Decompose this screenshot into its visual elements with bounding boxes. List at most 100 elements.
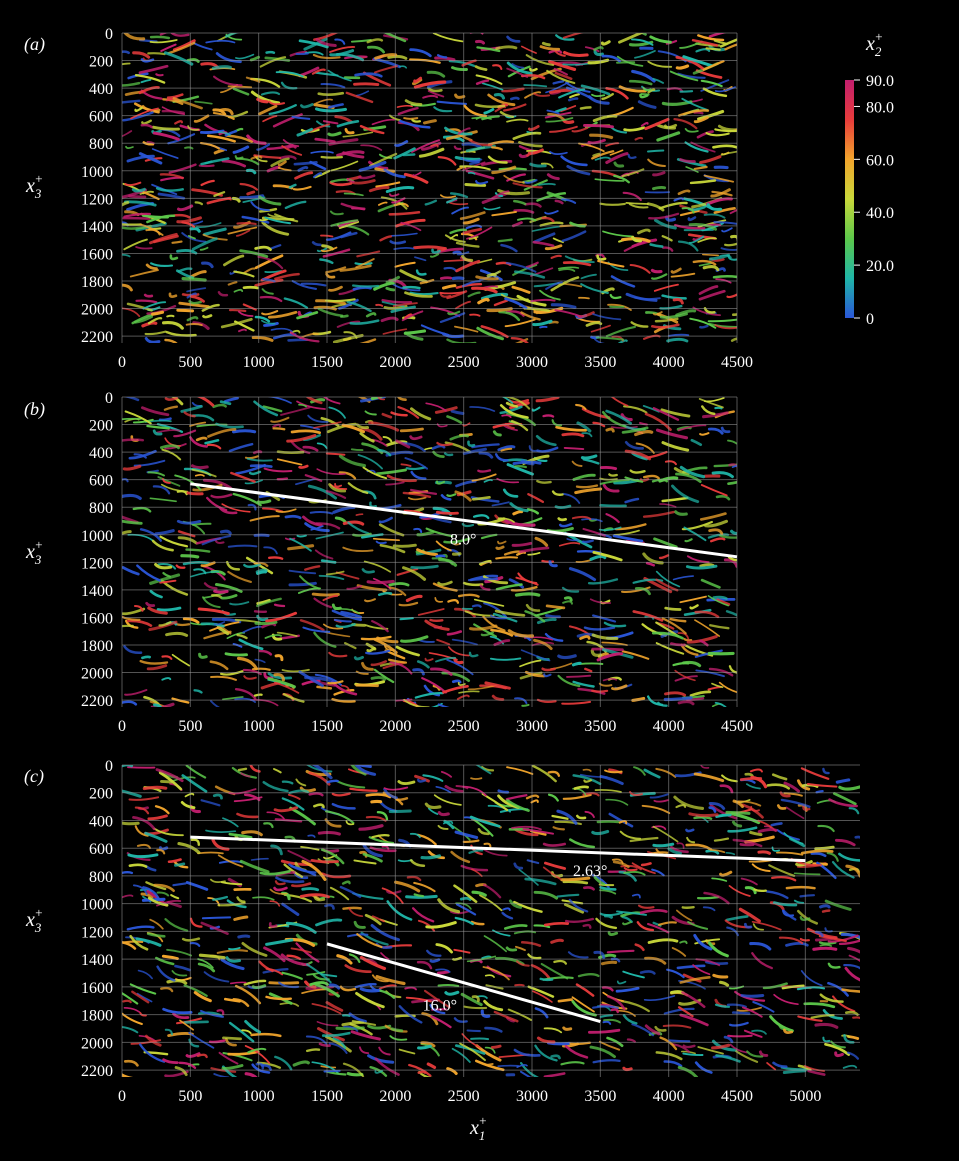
vortex-structure bbox=[677, 700, 695, 706]
vortex-structure bbox=[243, 267, 256, 275]
vortex-structure bbox=[576, 421, 592, 433]
vortex-structure bbox=[714, 406, 723, 410]
vortex-structure bbox=[693, 165, 708, 170]
vortex-structure bbox=[415, 269, 427, 276]
vortex-structure bbox=[776, 829, 800, 841]
vortex-structure bbox=[563, 596, 573, 602]
vortex-structure bbox=[625, 202, 649, 205]
vortex-structure bbox=[343, 1025, 359, 1032]
vortex-structure bbox=[681, 207, 695, 214]
vortex-structure bbox=[214, 582, 243, 593]
vortex-structure bbox=[440, 494, 452, 501]
vortex-structure bbox=[493, 1010, 519, 1023]
vortex-structure bbox=[575, 403, 587, 411]
vortex-structure bbox=[405, 894, 438, 899]
y-tick-label: 2000 bbox=[81, 1035, 113, 1052]
vortex-structure bbox=[296, 311, 319, 320]
vortex-structure bbox=[730, 529, 737, 536]
vortex-structure bbox=[592, 114, 618, 123]
vortex-structure bbox=[621, 586, 651, 593]
vortex-structure bbox=[477, 297, 490, 305]
vortex-structure bbox=[514, 338, 529, 343]
vortex-structure bbox=[161, 448, 182, 461]
vortex-structure bbox=[176, 519, 202, 525]
vortex-structure bbox=[715, 494, 731, 501]
vortex-structure bbox=[134, 73, 166, 84]
vortex-structure bbox=[674, 510, 688, 516]
vortex-structure bbox=[453, 145, 462, 150]
x-tick-label: 2500 bbox=[448, 718, 480, 735]
vortex-structure bbox=[349, 787, 378, 792]
vortex-structure bbox=[817, 824, 835, 833]
vortex-structure bbox=[592, 152, 601, 157]
vortex-structure bbox=[832, 792, 857, 806]
vortex-structure bbox=[454, 916, 474, 926]
colorbar-tick-label: 80.0 bbox=[866, 99, 894, 116]
vortex-structure bbox=[122, 417, 142, 421]
vortex-structure bbox=[536, 1036, 556, 1044]
vortex-structure bbox=[299, 619, 325, 632]
vortex-structure bbox=[499, 404, 529, 419]
vortex-structure bbox=[253, 561, 269, 567]
y-tick-label: 200 bbox=[89, 54, 113, 71]
vortex-structure bbox=[737, 800, 762, 807]
vortex-structure bbox=[751, 920, 782, 931]
vortex-structure bbox=[235, 53, 255, 60]
vortex-structure bbox=[659, 312, 688, 319]
vortex-structure bbox=[320, 1065, 337, 1069]
vortex-structure bbox=[483, 935, 507, 953]
vortex-structure bbox=[655, 642, 685, 655]
vortex-structure bbox=[358, 824, 384, 831]
vortex-structure bbox=[185, 1052, 201, 1058]
vortex-structure bbox=[679, 158, 696, 163]
vortex-structure bbox=[131, 187, 146, 193]
vortex-structure bbox=[290, 429, 321, 435]
x-tick-label: 1000 bbox=[243, 718, 275, 735]
vortex-structure bbox=[402, 285, 421, 290]
vortex-structure bbox=[601, 410, 627, 428]
vortex-structure bbox=[371, 834, 390, 839]
vortex-structure bbox=[122, 519, 143, 525]
vortex-structure bbox=[624, 440, 644, 450]
vortex-structure bbox=[423, 684, 441, 697]
vortex-structure bbox=[693, 816, 713, 820]
vortex-structure bbox=[264, 216, 292, 225]
vortex-structure bbox=[566, 538, 579, 542]
vortex-structure bbox=[436, 100, 468, 105]
vortex-structure bbox=[261, 288, 274, 295]
vortex-structure bbox=[527, 953, 542, 960]
vortex-structure bbox=[700, 79, 723, 88]
fit-line-angle-label: 16.0° bbox=[423, 997, 457, 1014]
vortex-structure bbox=[146, 932, 166, 938]
vortex-structure bbox=[571, 661, 582, 667]
vortex-structure bbox=[453, 1017, 468, 1023]
vortex-structure bbox=[620, 864, 642, 871]
colorbar-tick-label: 20.0 bbox=[866, 258, 894, 275]
vortex-structure bbox=[267, 677, 296, 689]
vortex-structure bbox=[210, 700, 220, 707]
vortex-structure bbox=[800, 970, 823, 987]
vortex-structure bbox=[262, 507, 284, 513]
vortex-structure bbox=[602, 230, 633, 238]
vortex-structure bbox=[400, 635, 429, 643]
vortex-structure bbox=[783, 832, 804, 845]
vortex-structure bbox=[140, 78, 152, 84]
vortex-structure bbox=[479, 584, 491, 591]
vortex-structure bbox=[560, 876, 591, 882]
vortex-structure bbox=[262, 781, 289, 793]
vortex-structure bbox=[480, 292, 509, 301]
vortex-structure bbox=[274, 681, 300, 694]
vortex-structure bbox=[846, 1051, 860, 1060]
vortex-structure bbox=[218, 131, 231, 136]
vortex-structure bbox=[181, 937, 201, 942]
vortex-structure bbox=[281, 902, 300, 916]
vortex-structure bbox=[311, 68, 326, 75]
vortex-structure bbox=[557, 654, 577, 660]
vortex-structure bbox=[544, 861, 566, 870]
vortex-structure bbox=[841, 1034, 851, 1038]
vortex-structure bbox=[122, 201, 130, 207]
vortex-structure bbox=[785, 885, 816, 890]
vortex-structure bbox=[410, 488, 438, 495]
vortex-structure bbox=[354, 72, 383, 78]
vortex-structure bbox=[312, 172, 323, 179]
